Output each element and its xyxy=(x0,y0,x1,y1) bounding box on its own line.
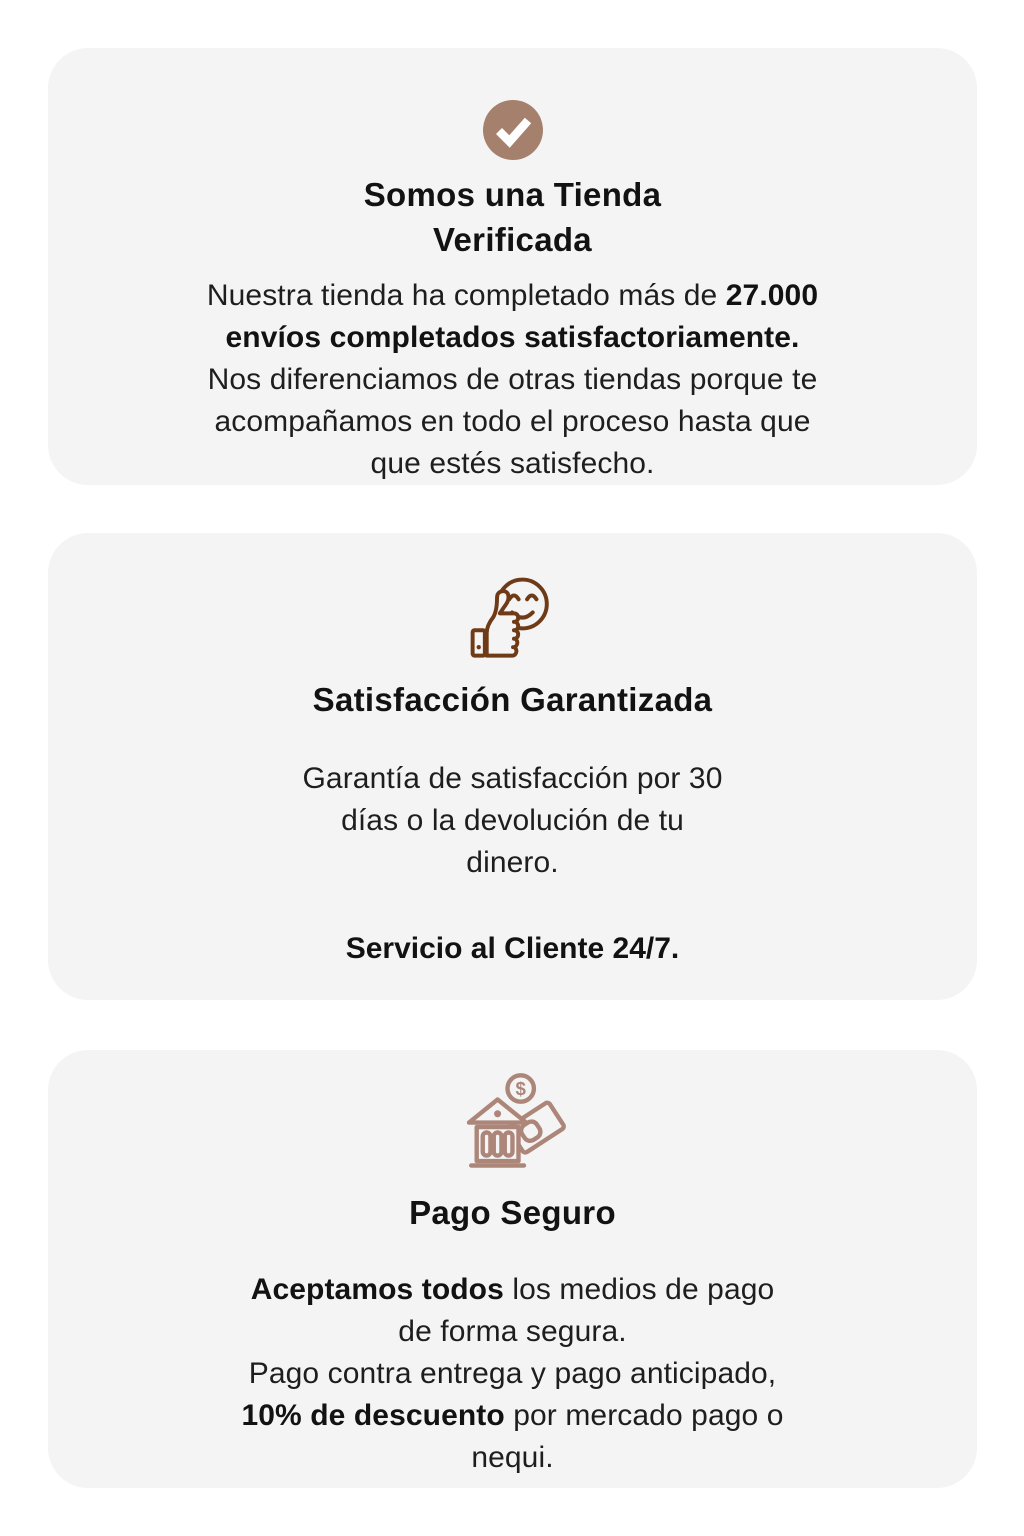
body-line: Nos diferenciamos de otras tiendas porqu… xyxy=(207,363,818,396)
thumb-hand xyxy=(484,589,520,658)
text-segment-bold: Aceptamos todos xyxy=(250,1273,504,1306)
bank-column xyxy=(480,1130,493,1158)
cuff-dot xyxy=(476,645,481,650)
text-segment: Nuestra tienda ha completado más de xyxy=(206,279,726,312)
bank-column xyxy=(491,1130,504,1158)
check-icon-wrap xyxy=(48,100,977,160)
body-line: Garantía de satisfacción por 30 xyxy=(302,762,723,795)
body-line: Nuestra tienda ha completado más de 27.0… xyxy=(48,275,977,317)
title-line: Verificada xyxy=(433,221,592,258)
check-circle-bg xyxy=(482,100,543,160)
card-body-payment: Aceptamos todos los medios de pago de fo… xyxy=(48,1269,977,1479)
dollar-circle xyxy=(504,1073,536,1104)
text-segment: por mercado pago o xyxy=(504,1399,784,1432)
body-line: nequi. xyxy=(471,1441,554,1474)
card-secure-payment: $ Pago Seguro Aceptamos todos los medios… xyxy=(48,1050,977,1488)
title-line: Somos una Tienda xyxy=(363,176,662,213)
body-line: de forma segura. xyxy=(398,1315,627,1348)
smiley-right-eye xyxy=(524,593,538,602)
text-segment-bold: 10% de descuento xyxy=(241,1399,505,1432)
card-satisfaction: Satisfacción Garantizada Garantía de sat… xyxy=(48,533,977,1000)
bank-icon-wrap: $ xyxy=(48,1072,977,1182)
dollar-sign: $ xyxy=(515,1078,526,1099)
body-line: Aceptamos todos los medios de pago xyxy=(48,1269,977,1311)
hand-cuff xyxy=(470,628,487,658)
thumbs-up-icon-wrap xyxy=(48,573,977,665)
body-line: que estés satisfecho. xyxy=(370,447,655,480)
text-segment-bold: envíos completados satisfactoriamente. xyxy=(225,321,800,354)
body-line: Pago contra entrega y pago anticipado, xyxy=(248,1357,777,1390)
card-title-satisfaction: Satisfacción Garantizada xyxy=(312,681,713,718)
card-title-payment: Pago Seguro xyxy=(409,1194,616,1231)
card-title-verified: Somos una Tienda Verificada xyxy=(48,172,977,262)
bank-pediment-dot xyxy=(493,1110,501,1118)
check-mark xyxy=(495,117,531,148)
body-line: envíos completados satisfactoriamente. xyxy=(48,317,977,359)
text-segment-bold: 27.000 xyxy=(725,279,819,312)
thumbs-up-smiley-icon xyxy=(470,577,549,658)
bank-column xyxy=(502,1130,515,1158)
body-line: acompañamos en todo el proceso hasta que xyxy=(214,405,811,438)
customer-service-note: Servicio al Cliente 24/7. xyxy=(345,932,680,965)
bank-money-icon: $ xyxy=(466,1073,566,1168)
card-body-satisfaction: Garantía de satisfacción por 30 días o l… xyxy=(48,758,977,884)
check-circle-icon xyxy=(482,100,543,160)
body-line: dinero. xyxy=(466,846,559,879)
card-verified-store: Somos una Tienda Verificada Nuestra tien… xyxy=(48,48,977,485)
text-segment: los medios de pago xyxy=(503,1273,775,1306)
body-line: 10% de descuento por mercado pago o xyxy=(48,1395,977,1437)
smiley-left-eye xyxy=(506,593,521,602)
card-body-verified: Nuestra tienda ha completado más de 27.0… xyxy=(48,275,977,485)
body-line: días o la devolución de tu xyxy=(341,804,684,837)
